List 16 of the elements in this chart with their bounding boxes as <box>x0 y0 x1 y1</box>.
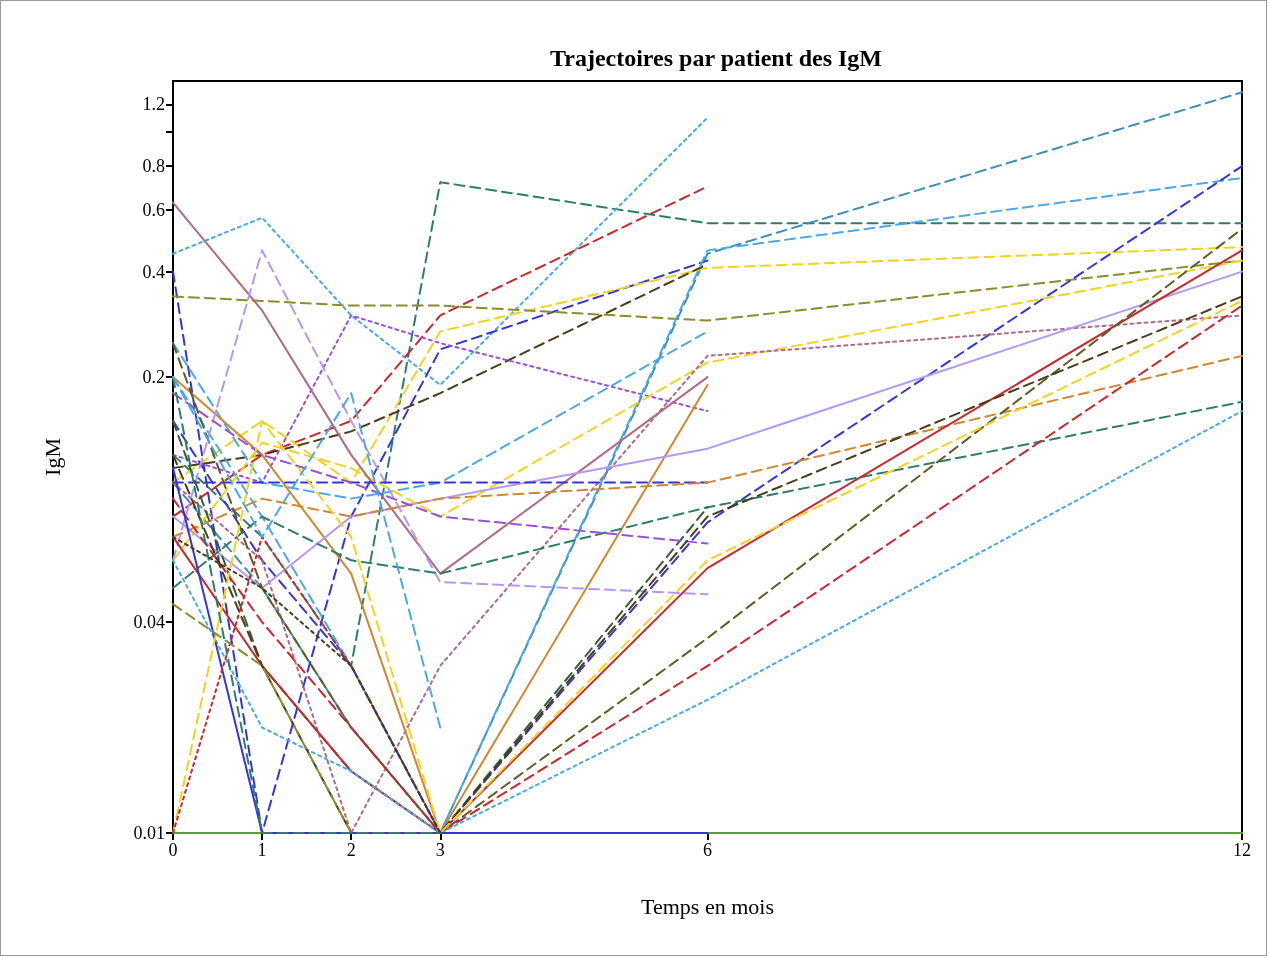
x-tick-label: 0 <box>168 840 178 860</box>
y-axis-title: IgM <box>39 438 65 476</box>
y-tick-label: 0.6 <box>142 199 165 220</box>
x-tick-label: 2 <box>346 840 356 860</box>
x-tick-label: 6 <box>703 840 712 860</box>
y-tick-label: 0.2 <box>142 367 165 388</box>
y-tick-label: 0.4 <box>142 261 165 282</box>
x-axis-title: Temps en mois <box>641 893 774 919</box>
y-tick-label: 0.01 <box>133 823 165 843</box>
x-tick-label: 1 <box>257 840 267 860</box>
y-tick-label: 1.2 <box>142 94 165 115</box>
chart-title: Trajectoires par patient des IgM <box>550 45 882 71</box>
x-tick-label: 12 <box>1233 840 1251 860</box>
y-tick-label: 0.04 <box>133 612 165 633</box>
x-tick-label: 3 <box>435 840 445 860</box>
y-tick-label: 0.8 <box>142 156 165 177</box>
